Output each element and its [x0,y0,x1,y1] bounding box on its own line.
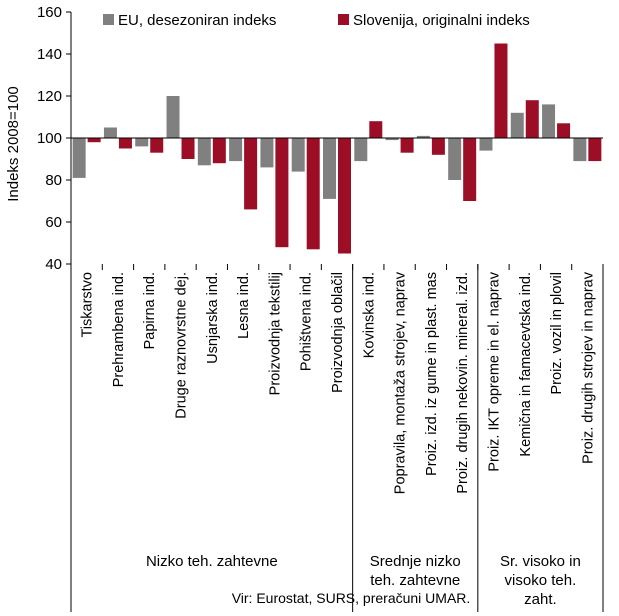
group-label: Sr. visoko in [500,553,581,570]
bar-slovenija [244,138,258,210]
legend-label: EU, desezoniran indeks [118,12,276,29]
bar-slovenija [557,123,571,138]
bar-eu [291,138,305,172]
bar-slovenija [118,138,132,149]
legend: EU, desezoniran indeks Slovenija, origina… [103,12,530,29]
bar-slovenija [181,138,195,159]
bar-eu [166,96,180,138]
bar-eu [542,104,556,138]
y-tick-label: 100 [37,130,62,147]
x-tick-label: Proiz. IKT opreme in el. naprav [486,271,502,471]
x-tick-label: Proiz. drugih strojev in naprav [580,271,596,464]
x-axis: Tiskarstvo Prehrambena ind. Papirna ind. Dr… [70,137,604,494]
x-tick-label: Druge raznovrstne dej. [174,272,190,419]
bar-slovenija [275,138,289,248]
group-label: zaht. [524,591,557,608]
bar-eu [260,138,274,168]
x-tick-label: Usnjarska ind. [205,272,221,364]
bar-eu [573,138,587,162]
bar-eu [229,138,243,162]
bar-eu [385,138,399,141]
bar-slovenija [87,138,101,143]
x-tick-label: Kovinska ind. [361,272,377,358]
y-axis-label-group: Indeks 2008=100 [5,86,22,202]
x-tick-label: Proizvodnja oblačil [330,272,346,393]
bar-eu [197,138,211,166]
bar-slovenija [306,138,320,250]
category-groups: Nizko teh. zahtevne Srednje nizko teh. zah… [70,264,604,612]
group-label: visoko teh. [505,572,577,589]
x-tick-label: Proiz. vozil in plovil [549,272,565,395]
bar-eu [103,127,117,138]
bar-slovenija [338,138,351,254]
bar-eu [323,138,336,199]
bar-eu [448,138,462,180]
bar-slovenija [431,138,445,155]
x-tick-label: Pohištvena ind. [299,272,315,371]
x-tick-label: Prehrambena ind. [111,272,127,387]
x-tick-label: Papirna ind. [142,272,158,349]
bar-eu [416,135,430,138]
x-tick-label: Popravila, montaža strojev, naprav [393,271,409,494]
bar-slovenija [525,100,539,138]
bar-slovenija [212,138,226,164]
x-tick-label: Lesna ind. [236,272,252,339]
bar-eu [72,138,86,178]
group-label: teh. zahtevne [370,572,460,589]
x-tick-label: Proiz. izd. iz gume in plast. mas [424,272,440,476]
group-label: Nizko teh. zahtevne [146,553,278,570]
x-tick-label: Tiskarstvo [80,272,96,338]
group-label: Srednje nizko [370,553,461,570]
y-tick-label: 120 [37,88,62,105]
bar-slovenija [494,43,508,138]
legend-swatch [103,14,114,25]
y-tick-label: 160 [37,4,62,21]
bar-slovenija [369,121,383,138]
bar-eu [510,112,524,138]
x-tick-label: Proizvodnja tekstilij [267,272,283,395]
y-tick-label: 60 [45,214,62,231]
bar-slovenija [463,138,477,201]
bar-eu [135,138,149,147]
bar-slovenija [588,138,602,162]
bar-eu [479,138,493,151]
bar-slovenija [150,138,164,153]
bar-eu [354,138,368,162]
y-tick-label: 140 [37,46,62,63]
source-note: Vir: Eurostat, SURS, preračuni UMAR. [232,590,471,606]
legend-label: Slovenija, originalni indeks [353,12,530,29]
y-axis-label: Indeks 2008=100 [5,86,22,202]
bar-slovenija [400,138,414,153]
x-tick-label: Proiz. drugih nekovin. mineral. izd. [455,272,471,494]
legend-swatch [338,14,349,25]
bars [72,43,602,254]
y-axis: 40 60 80 100 120 140 160 [37,4,72,273]
y-tick-label: 80 [45,172,62,189]
y-tick-label: 40 [45,256,62,273]
x-tick-label: Kemična in famacevtska ind. [518,272,534,457]
